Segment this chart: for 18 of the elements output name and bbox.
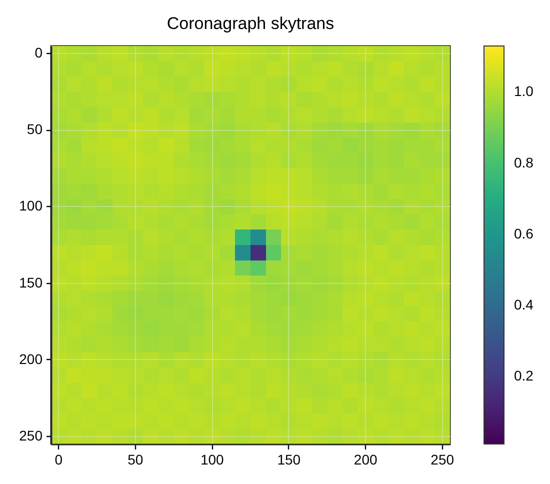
y-tick-label: 150 — [19, 274, 43, 290]
y-tick-label: 200 — [19, 350, 43, 367]
y-tick-label: 100 — [19, 198, 43, 214]
x-tick-label: 150 — [277, 452, 301, 468]
y-tick-label: 250 — [19, 427, 43, 444]
color-bar-label: 1.0 — [514, 83, 534, 100]
x-tick-label: 50 — [128, 452, 144, 468]
y-tick-label: 50 — [26, 121, 43, 138]
x-tick-label: 200 — [354, 452, 378, 468]
x-tick-label: 0 — [54, 452, 63, 468]
y-tick-label: 0 — [34, 44, 43, 61]
color-bar-label: 0.6 — [514, 225, 534, 242]
chart-title: Coronagraph skytrans — [166, 14, 334, 33]
color-bar-label: 0.8 — [514, 154, 534, 170]
color-bar-label: 0.4 — [514, 296, 534, 312]
color-bar-label: 0.2 — [514, 367, 534, 384]
x-tick-label: 250 — [430, 452, 454, 468]
x-tick-label: 100 — [200, 452, 224, 468]
